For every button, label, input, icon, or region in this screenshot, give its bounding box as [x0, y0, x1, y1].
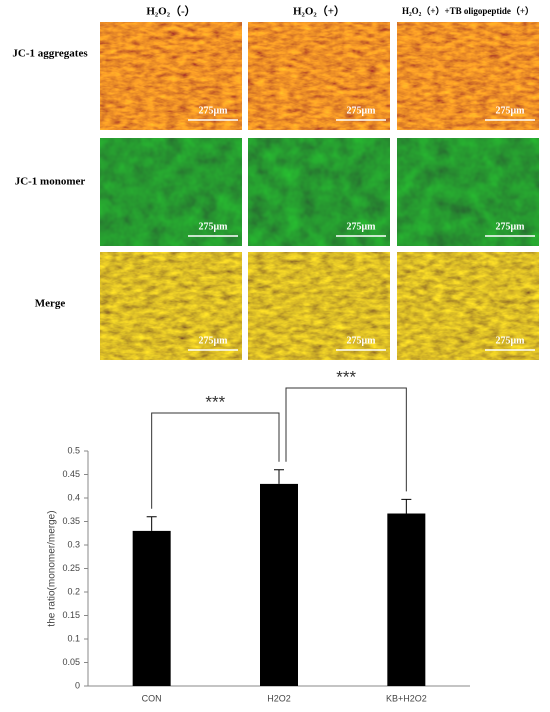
micrograph: [100, 138, 242, 246]
y-tick-label: 0.1: [67, 633, 80, 643]
y-tick-label: 0.35: [62, 516, 80, 526]
significance-bracket: [285, 387, 407, 492]
error-bar: [146, 516, 157, 531]
scale-bar-label: 275μm: [496, 221, 526, 232]
x-tick-label: KB+H2O2: [386, 693, 427, 703]
column-header: H₂O₂（-）: [146, 5, 195, 18]
y-tick-label: 0: [75, 680, 80, 690]
y-tick-label: 0.45: [62, 469, 80, 479]
y-tick-label: 0.05: [62, 657, 80, 667]
y-tick-label: 0.4: [67, 492, 80, 502]
significance-label: ***: [205, 392, 225, 411]
bar: [132, 530, 171, 686]
micrograph: [248, 22, 390, 130]
micrograph: [397, 22, 539, 130]
x-tick-label: H2O2: [267, 693, 291, 703]
bar: [260, 483, 298, 686]
scale-bar-label: 275μm: [199, 221, 229, 232]
significance-bracket: [151, 412, 280, 509]
scale-bar-label: 275μm: [347, 221, 377, 232]
y-tick-label: 0.5: [67, 445, 80, 455]
row-label: Merge: [35, 298, 66, 310]
micrograph: [100, 252, 242, 360]
scale-bar-label: 275μm: [496, 335, 526, 346]
micrograph: [248, 138, 390, 246]
micrograph: [397, 252, 539, 360]
y-tick-label: 0.3: [67, 539, 80, 549]
column-header: H₂O₂（+）+TB oligopeptide（+）: [402, 6, 534, 16]
error-bar: [274, 469, 284, 484]
y-tick-label: 0.15: [62, 610, 80, 620]
scale-bar-label: 275μm: [496, 105, 526, 116]
micrograph: [100, 22, 242, 130]
row-label: JC-1 aggregates: [12, 48, 88, 60]
row-label: JC-1 monomer: [15, 176, 86, 188]
micrograph: [397, 138, 539, 246]
significance-label: ***: [336, 367, 356, 386]
y-axis-label: the ratio(monomer/merge): [47, 510, 58, 626]
y-tick-label: 0.2: [67, 586, 80, 596]
scale-bar-label: 275μm: [199, 105, 229, 116]
scale-bar-label: 275μm: [347, 105, 377, 116]
scale-bar-label: 275μm: [347, 335, 377, 346]
column-header: H₂O₂（+）: [293, 5, 345, 18]
scale-bar-label: 275μm: [199, 335, 229, 346]
x-tick-label: CON: [142, 693, 162, 703]
y-tick-label: 0.25: [62, 563, 80, 573]
error-bar: [401, 498, 412, 514]
micrograph: [248, 252, 390, 360]
bar: [387, 513, 426, 686]
